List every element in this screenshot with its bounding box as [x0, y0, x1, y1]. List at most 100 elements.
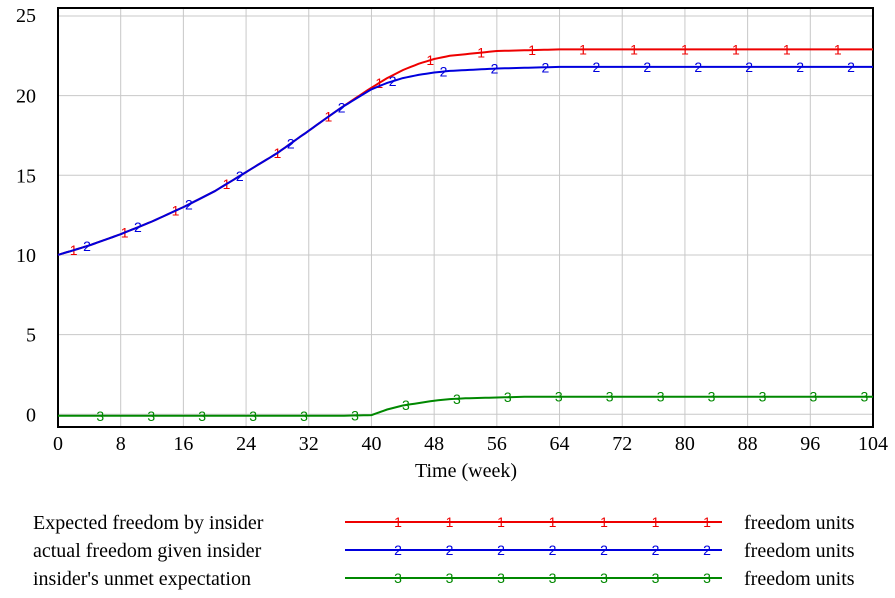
- series-marker: 2: [643, 59, 651, 75]
- series-marker: 3: [555, 389, 563, 405]
- legend-marker: 2: [703, 542, 711, 558]
- series-marker: 2: [440, 64, 448, 80]
- series-marker: 1: [477, 45, 485, 61]
- legend-units: freedom units: [744, 540, 855, 562]
- series-marker: 3: [300, 408, 308, 424]
- legend-marker: 1: [549, 514, 557, 530]
- legend-marker: 3: [703, 570, 711, 586]
- legend-entry: actual freedom given insider 2 2 2 2 2 2 2 freed…: [33, 540, 855, 562]
- series-marker: 1: [375, 75, 383, 91]
- series-marker: 3: [504, 389, 512, 405]
- legend-marker: 2: [497, 542, 505, 558]
- series-marker: 3: [147, 408, 155, 424]
- series-marker: 3: [351, 407, 359, 423]
- legend-marker: 3: [652, 570, 660, 586]
- x-tick-label: 64: [550, 433, 570, 455]
- series-marker: 3: [860, 389, 868, 405]
- series-marker: 3: [453, 391, 461, 407]
- series-marker: 3: [606, 389, 614, 405]
- plot-frame: [57, 7, 874, 428]
- y-tick-label: 25: [16, 5, 36, 27]
- series-marker: 1: [630, 41, 638, 57]
- legend-label: Expected freedom by insider: [33, 512, 264, 534]
- series-marker: 1: [579, 41, 587, 57]
- legend-marker: 2: [600, 542, 608, 558]
- series-marker: 2: [694, 59, 702, 75]
- series-marker: 1: [681, 41, 689, 57]
- legend-marker: 2: [652, 542, 660, 558]
- legend-marker: 3: [549, 570, 557, 586]
- series-marker: 2: [542, 59, 550, 75]
- legend-units: freedom units: [744, 568, 855, 590]
- legend-marker: 3: [394, 570, 402, 586]
- x-tick-label: 72: [612, 433, 632, 455]
- series-marker: 2: [592, 59, 600, 75]
- y-tick-label: 10: [16, 245, 36, 267]
- x-tick-label: 80: [675, 433, 695, 455]
- series-line: [57, 65, 873, 256]
- y-tick-label: 5: [26, 325, 36, 347]
- series-marker: 3: [708, 389, 716, 405]
- y-tick-label: 15: [16, 165, 36, 187]
- series-marker: 2: [287, 135, 295, 151]
- legend-marker: 3: [446, 570, 454, 586]
- x-tick-label: 16: [173, 433, 193, 455]
- legend-entry: Expected freedom by insider 1 1 1 1 1 1 1 freedo…: [33, 512, 855, 534]
- legend-marker: 1: [652, 514, 660, 530]
- series-marker: 1: [426, 52, 434, 68]
- x-tick-label: 56: [487, 433, 507, 455]
- legend-marker: 2: [446, 542, 454, 558]
- x-tick-label: 24: [236, 433, 256, 455]
- legend: Expected freedom by insider 1 1 1 1 1 1 1 freedo…: [33, 512, 855, 590]
- series-line: [58, 395, 873, 417]
- legend-marker: 1: [497, 514, 505, 530]
- legend-marker: 3: [497, 570, 505, 586]
- series-marker: 2: [185, 196, 193, 212]
- series-line: [57, 48, 873, 256]
- series-marker: 3: [96, 408, 104, 424]
- series-marker: 1: [834, 41, 842, 57]
- x-tick-label: 48: [424, 433, 444, 455]
- series-2: 2 2 2 2 2 2 2 2 2 2 2 2 2 2 2 2: [57, 59, 874, 256]
- series-marker: 3: [810, 389, 818, 405]
- series-marker: 2: [745, 59, 753, 75]
- legend-marker: 3: [600, 570, 608, 586]
- series-3: 3 3 3 3 3 3 3 3 3 3 3 3 3 3 3 3: [57, 389, 874, 424]
- x-tick-label: 40: [361, 433, 381, 455]
- series-marker: 2: [134, 219, 142, 235]
- y-tick-label: 20: [16, 86, 36, 108]
- series-marker: 2: [83, 238, 91, 254]
- y-tick-label: 0: [26, 404, 36, 426]
- series-marker: 2: [796, 59, 804, 75]
- legend-marker: 2: [549, 542, 557, 558]
- y-axis: 0 5 10 15 20 25: [16, 5, 36, 426]
- series-marker: 3: [657, 389, 665, 405]
- x-axis: 0 8 16 24 32 40 48 56 64 72 80 88 96 104: [53, 433, 888, 455]
- x-tick-label: 32: [299, 433, 319, 455]
- legend-label: actual freedom given insider: [33, 540, 262, 562]
- series-marker: 1: [732, 41, 740, 57]
- legend-marker: 1: [394, 514, 402, 530]
- legend-marker: 1: [446, 514, 454, 530]
- legend-marker: 1: [703, 514, 711, 530]
- x-tick-label: 88: [738, 433, 758, 455]
- legend-marker: 1: [600, 514, 608, 530]
- x-tick-label: 0: [53, 433, 63, 455]
- series-marker: 1: [528, 42, 536, 58]
- series-marker: 3: [402, 397, 410, 413]
- legend-units: freedom units: [744, 512, 855, 534]
- series-marker: 3: [759, 389, 767, 405]
- x-tick-label: 8: [116, 433, 126, 455]
- x-tick-label: 96: [800, 433, 820, 455]
- series-marker: 2: [338, 99, 346, 115]
- x-axis-title: Time (week): [415, 460, 517, 482]
- series-marker: 2: [491, 61, 499, 77]
- series-marker: 3: [249, 408, 257, 424]
- series-marker: 2: [389, 73, 397, 89]
- series-marker: 2: [236, 168, 244, 184]
- legend-entry: insider's unmet expectation 3 3 3 3 3 3 3 freedo…: [33, 568, 855, 590]
- series-marker: 2: [847, 59, 855, 75]
- legend-marker: 2: [394, 542, 402, 558]
